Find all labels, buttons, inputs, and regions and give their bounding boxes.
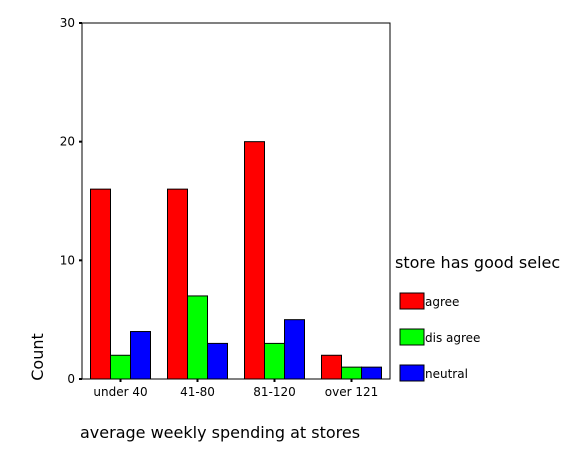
bar-agree-1 xyxy=(90,188,111,380)
legend-swatch xyxy=(399,328,425,346)
legend-label: agree xyxy=(425,295,459,309)
plot-frame xyxy=(81,22,391,380)
legend-title: store has good selec xyxy=(395,253,560,272)
x-tick-label: under 40 xyxy=(93,385,147,399)
bar-neutral-2 xyxy=(207,342,228,380)
bar-agree-3 xyxy=(244,141,265,380)
x-axis: under 40 41-80 81-120 over 121 xyxy=(93,379,378,399)
bar-dis-agree-3 xyxy=(264,342,285,380)
plot-border xyxy=(81,22,391,380)
bar-neutral-3 xyxy=(284,319,305,380)
x-tick-label: 81-120 xyxy=(253,385,296,399)
y-tick-label: 20 xyxy=(60,135,75,149)
bar-dis-agree-2 xyxy=(187,295,208,380)
y-axis: 0 10 20 30 xyxy=(60,16,82,386)
legend-swatch xyxy=(399,292,425,310)
x-axis-title: average weekly spending at stores xyxy=(80,423,360,442)
legend-swatch xyxy=(399,364,425,382)
y-tick-label: 10 xyxy=(60,253,75,267)
x-tick-label: over 121 xyxy=(325,385,378,399)
legend-label: dis agree xyxy=(425,331,480,345)
x-tick-label: 41-80 xyxy=(180,385,215,399)
legend: store has good selec agree dis agree neutr… xyxy=(395,253,560,382)
y-tick-label: 30 xyxy=(60,16,75,30)
y-axis-title: Count xyxy=(28,333,47,381)
bars xyxy=(90,141,382,380)
y-tick-label: 0 xyxy=(67,372,75,386)
bar-dis-agree-4 xyxy=(341,366,362,380)
bar-dis-agree-1 xyxy=(110,354,131,380)
legend-label: neutral xyxy=(425,367,468,381)
bar-agree-2 xyxy=(167,188,188,380)
bar-agree-4 xyxy=(321,354,342,380)
bar-neutral-1 xyxy=(130,331,151,380)
bar-neutral-4 xyxy=(361,366,382,380)
